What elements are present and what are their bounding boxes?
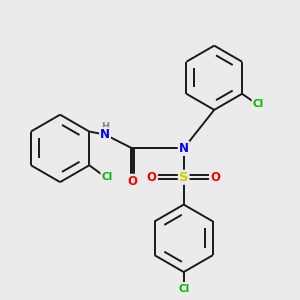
Text: Cl: Cl	[101, 172, 112, 182]
Text: O: O	[211, 171, 221, 184]
Text: O: O	[127, 175, 137, 188]
Text: S: S	[179, 171, 188, 184]
Text: H: H	[101, 122, 109, 132]
Text: Cl: Cl	[178, 284, 189, 294]
Text: Cl: Cl	[253, 99, 264, 109]
Text: O: O	[147, 171, 157, 184]
Text: N: N	[179, 142, 189, 155]
Text: N: N	[100, 128, 110, 141]
